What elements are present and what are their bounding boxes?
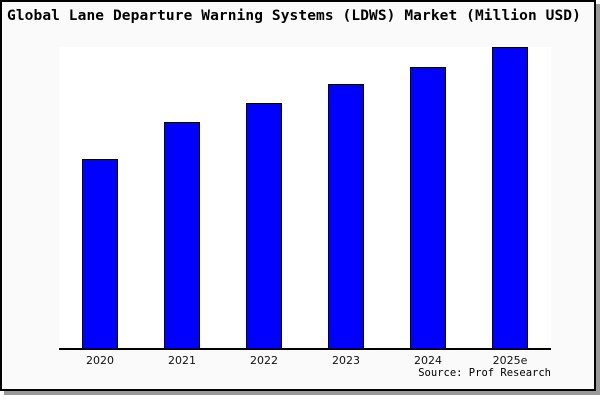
- bar-2021: [164, 122, 200, 348]
- plot-area: [59, 47, 551, 350]
- x-tick-label-2023: 2023: [332, 354, 360, 367]
- bar-2025e: [492, 47, 528, 348]
- bar-slot: [387, 47, 469, 348]
- bar-slot: [141, 47, 223, 348]
- x-tick-label-2024: 2024: [414, 354, 442, 367]
- x-tick-label-2025e: 2025e: [492, 354, 528, 367]
- x-tick-label-2021: 2021: [168, 354, 196, 367]
- x-tick-label-2020: 2020: [86, 354, 114, 367]
- bar-2023: [328, 83, 364, 348]
- x-axis-tick-labels: 2020 2021 2022 2023 2024 2025e: [59, 354, 551, 367]
- bar-slot: [305, 47, 387, 348]
- bar-2024: [410, 67, 446, 348]
- bar-slot: [223, 47, 305, 348]
- bar-2022: [246, 103, 282, 348]
- bar-2020: [82, 158, 118, 348]
- x-tick-label-2022: 2022: [250, 354, 278, 367]
- chart-card: Global Lane Departure Warning Systems (L…: [0, 0, 596, 391]
- chart-title: Global Lane Departure Warning Systems (L…: [7, 8, 581, 24]
- source-label: Source: Prof Research: [418, 367, 551, 379]
- bar-slot: [469, 47, 551, 348]
- bar-slot: [59, 47, 141, 348]
